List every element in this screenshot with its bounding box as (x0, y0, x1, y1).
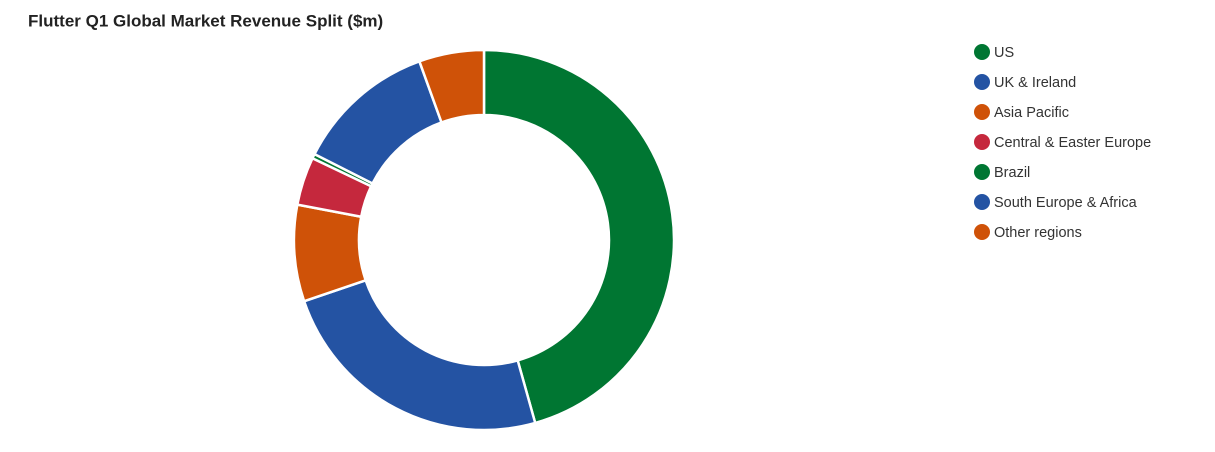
donut-slice (417, 48, 486, 125)
legend-label: South Europe & Africa (994, 195, 1138, 211)
legend-label: Asia Pacific (994, 105, 1069, 121)
donut-slice (482, 48, 676, 425)
legend-marker (974, 194, 990, 210)
donut-slice (302, 278, 537, 432)
legend-label: UK & Ireland (994, 75, 1076, 91)
legend-marker (974, 164, 990, 180)
legend-marker (974, 224, 990, 240)
legend-label: US (994, 45, 1014, 61)
legend-marker (974, 44, 990, 60)
legend-marker (974, 74, 990, 90)
legend-label: Central & Easter Europe (994, 135, 1151, 151)
chart-title: Flutter Q1 Global Market Revenue Split (… (28, 11, 383, 30)
legend-marker (974, 134, 990, 150)
legend-label: Brazil (994, 165, 1030, 181)
legend-label: Other regions (994, 225, 1082, 241)
legend-marker (974, 104, 990, 120)
